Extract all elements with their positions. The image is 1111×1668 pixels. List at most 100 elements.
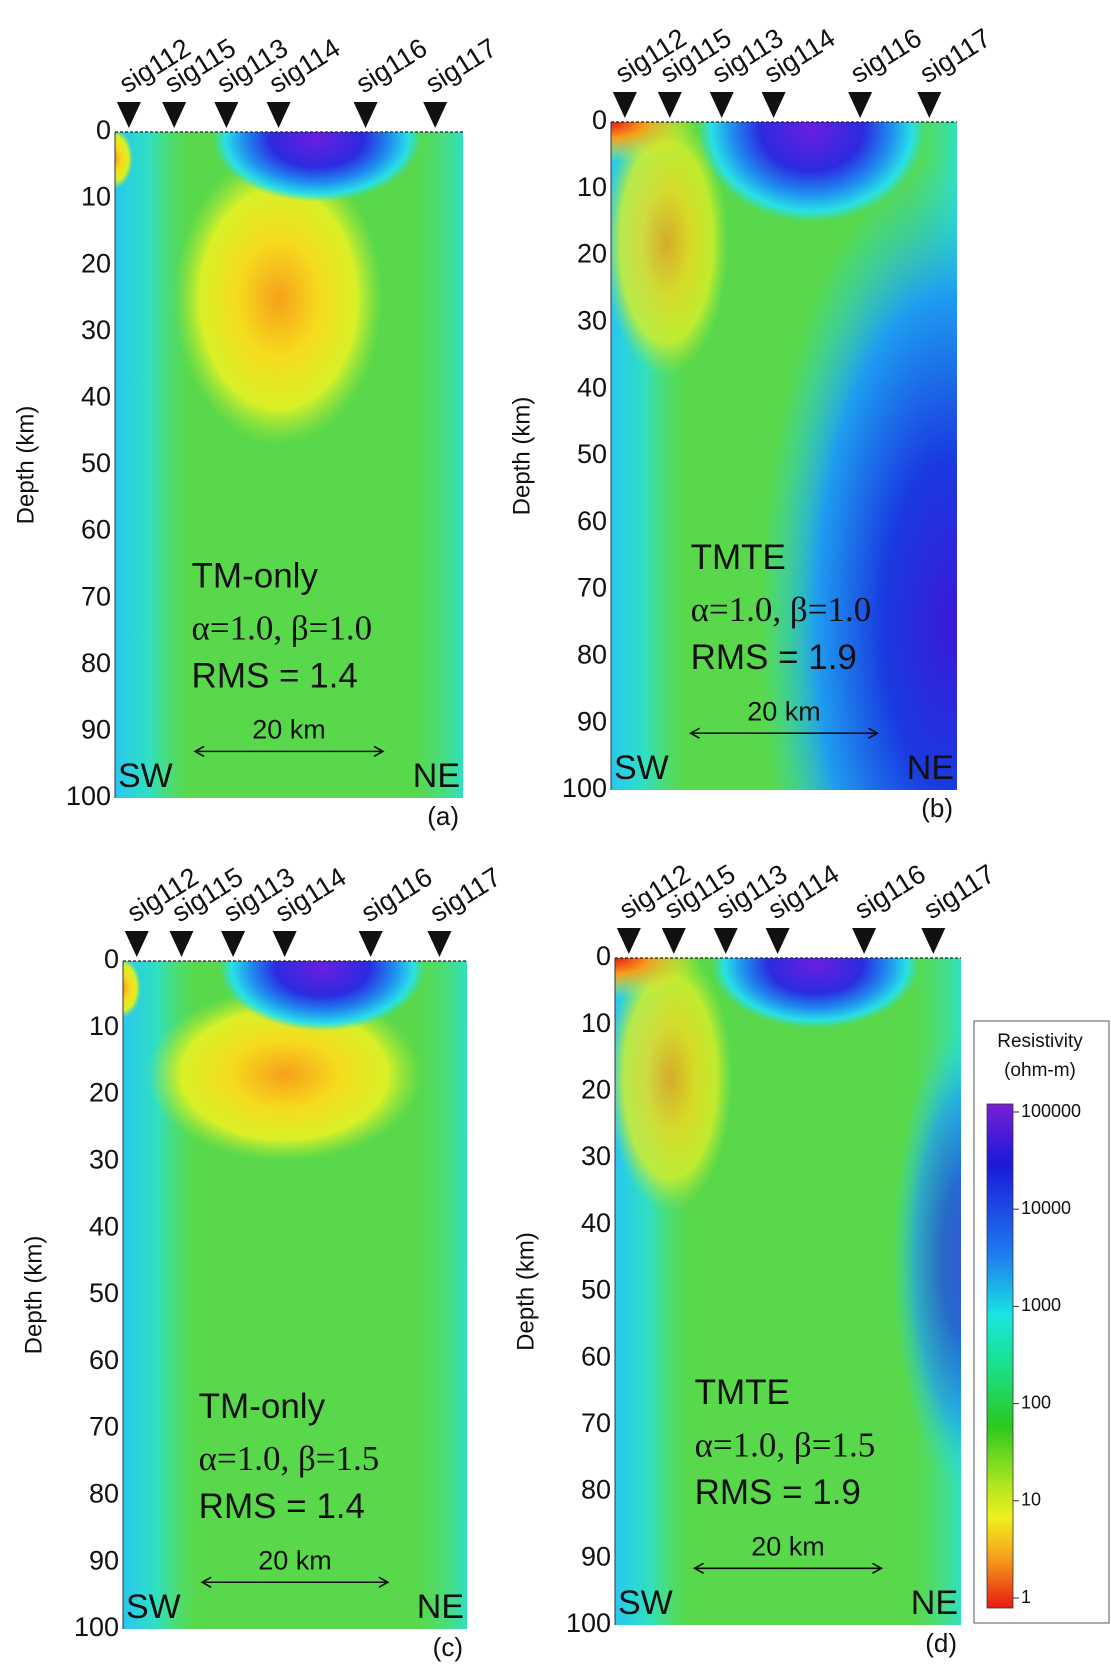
station-marker (353, 102, 378, 128)
depth-tick-label: 80 (81, 648, 111, 678)
y-axis-label: Depth (km) (512, 1232, 539, 1351)
depth-tick-label: 90 (581, 1541, 611, 1571)
red-spot (115, 132, 133, 189)
method-label: TM-only (192, 556, 319, 595)
depth-tick-label: 100 (66, 781, 111, 811)
direction-sw: SW (618, 1584, 673, 1622)
colorbar-tick-label: 100 (1021, 1392, 1051, 1412)
params-label: α=1.0, β=1.0 (192, 609, 373, 648)
depth-tick-label: 10 (89, 1011, 119, 1041)
station-label: sig117 (914, 23, 996, 90)
depth-tick-label: 70 (577, 573, 607, 603)
station-marker (169, 931, 194, 957)
scale-bar (692, 1562, 884, 1575)
depth-tick-label: 30 (577, 306, 607, 336)
station-marker (917, 92, 942, 118)
depth-tick-label: 30 (81, 315, 111, 345)
depth-tick-label: 0 (592, 105, 607, 135)
params-label: α=1.0, β=1.0 (691, 590, 872, 629)
station-label: sig117 (420, 33, 502, 100)
params-label: α=1.0, β=1.5 (199, 1439, 380, 1478)
station-marker (612, 92, 637, 118)
station-marker (214, 102, 239, 128)
panel-label: (a) (427, 801, 459, 831)
depth-tick-label: 20 (81, 248, 111, 278)
station-label: sig117 (918, 859, 1000, 926)
rms-label: RMS = 1.4 (192, 656, 358, 695)
station-marker (427, 931, 452, 957)
colorbar: Resistivity (ohm-m) 100000 10000 1000 100 10… (973, 1020, 1110, 1624)
depth-tick-label: 0 (596, 941, 611, 971)
resistivity-image (615, 958, 961, 1625)
station-marker (616, 928, 641, 954)
warm-zone (611, 122, 729, 376)
depth-tick-label: 30 (581, 1141, 611, 1171)
method-label: TMTE (691, 538, 786, 577)
station-label: sig116 (849, 859, 931, 926)
rms-label: RMS = 1.9 (691, 638, 857, 677)
resistor (697, 122, 926, 223)
depth-tick-label: 20 (89, 1078, 119, 1108)
scale-bar-label: 20 km (252, 715, 326, 745)
depth-tick-label: 40 (577, 372, 607, 402)
scale-bar (193, 745, 385, 758)
depth-tick-label: 10 (81, 182, 111, 212)
depth-tick-label: 60 (89, 1345, 119, 1375)
resistor (219, 961, 426, 1032)
colorbar-tick-label: 10000 (1021, 1198, 1071, 1218)
depth-tick-label: 100 (74, 1612, 119, 1642)
resistivity-image (115, 132, 463, 798)
depth-tick-label: 100 (562, 773, 607, 803)
scale-bar-label: 20 km (747, 696, 821, 726)
red-corner (611, 122, 698, 163)
panel-label: (b) (921, 793, 953, 823)
station-marker (423, 102, 448, 128)
colorbar-tick-label: 10 (1021, 1490, 1041, 1510)
colorbar-ramp (986, 1103, 1014, 1609)
conductor-deep (759, 155, 957, 790)
resistivity-image (611, 122, 957, 790)
depth-tick-label: 70 (581, 1408, 611, 1438)
depth-tick-label: 50 (89, 1278, 119, 1308)
params-label: α=1.0, β=1.5 (695, 1425, 876, 1464)
depth-tick-label: 50 (577, 439, 607, 469)
depth-tick-label: 80 (577, 640, 607, 670)
depth-tick-label: 10 (581, 1008, 611, 1038)
depth-tick-label: 0 (104, 944, 119, 974)
station-marker (765, 928, 790, 954)
station-marker (848, 92, 873, 118)
station-label: sig116 (351, 33, 433, 100)
depth-tick-label: 50 (581, 1275, 611, 1305)
depth-tick-label: 90 (89, 1545, 119, 1575)
depth-tick-label: 0 (96, 115, 111, 145)
station-marker (221, 931, 246, 957)
station-marker (709, 92, 734, 118)
station-marker (661, 928, 686, 954)
station-label: sig117 (425, 862, 507, 929)
depth-tick-label: 70 (81, 581, 111, 611)
resistor (212, 132, 422, 202)
panel-label: (c) (433, 1632, 463, 1662)
method-label: TM-only (199, 1387, 326, 1426)
station-label: sig116 (845, 23, 927, 90)
y-axis-label: Depth (km) (12, 406, 39, 525)
depth-tick-label: 60 (81, 515, 111, 545)
direction-ne: NE (907, 749, 954, 787)
colorbar-title: Resistivity (997, 1031, 1083, 1052)
warm-zone (615, 958, 733, 1212)
depth-tick-label: 40 (89, 1211, 119, 1241)
colorbar-tick-label: 1000 (1021, 1295, 1061, 1315)
depth-tick-label: 60 (577, 506, 607, 536)
direction-ne: NE (911, 1584, 958, 1622)
station-marker (266, 102, 291, 128)
scale-bar-label: 20 km (751, 1531, 825, 1561)
warm-zone (174, 151, 383, 446)
scale-bar-label: 20 km (258, 1545, 332, 1575)
station-marker (761, 92, 786, 118)
station-marker (921, 928, 946, 954)
y-axis-label: Depth (km) (20, 1236, 47, 1355)
depth-tick-label: 70 (89, 1412, 119, 1442)
